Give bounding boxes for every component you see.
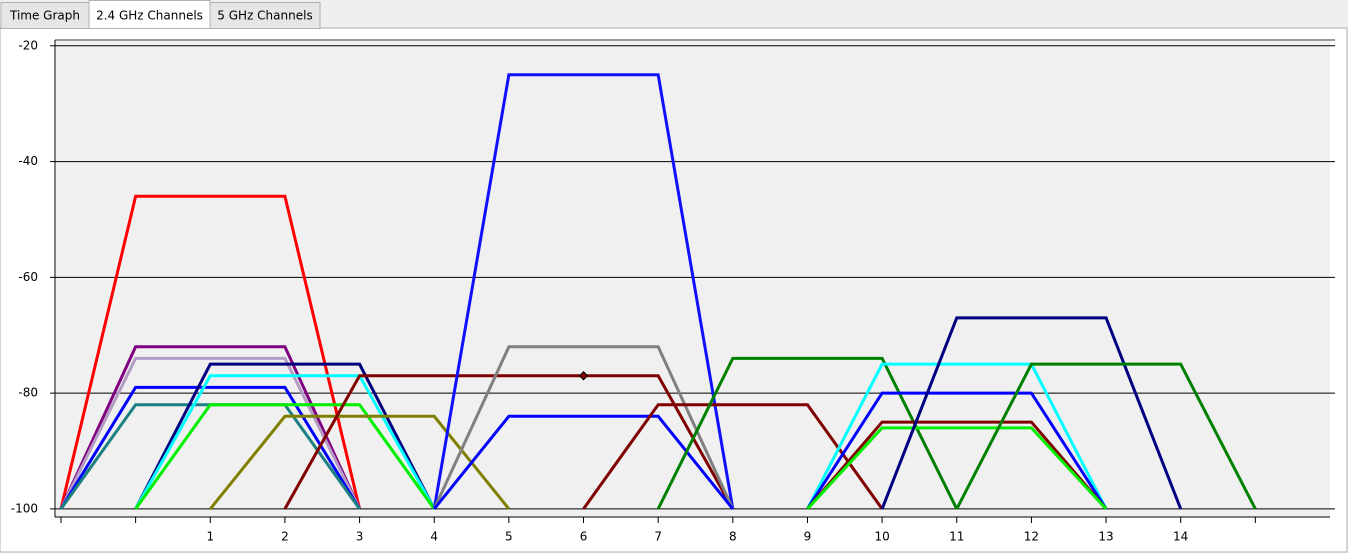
channel-line (806, 391, 1108, 510)
channel-line (59, 385, 361, 510)
y-tick-label: -40 (18, 154, 38, 168)
channel-line (656, 356, 959, 510)
x-tick-label: 8 (729, 530, 737, 544)
x-tick-label: 7 (654, 530, 662, 544)
x-tick-label: 9 (804, 530, 812, 544)
highlight-marker (578, 371, 589, 381)
channel-line (582, 403, 884, 510)
x-tick-label: 10 (874, 530, 889, 544)
y-tick-label: -20 (18, 38, 38, 52)
x-tick-label: 12 (1024, 530, 1039, 544)
tab-label[interactable]: 5 GHz Channels (217, 9, 312, 23)
x-tick-label: 1 (206, 530, 214, 544)
channel-line (433, 414, 734, 510)
channel-line (432, 345, 735, 510)
tab[interactable] (0, 2, 90, 29)
tab[interactable] (209, 2, 321, 29)
y-tick-label: -100 (11, 501, 38, 515)
x-tick-label: 4 (430, 530, 438, 544)
y-tick-label: -80 (18, 386, 38, 400)
channel-line (283, 374, 735, 510)
tab[interactable] (88, 0, 211, 29)
x-tick-label: 6 (580, 530, 588, 544)
channel-line (955, 362, 1257, 510)
channel-line (134, 374, 436, 510)
x-tick-label: 13 (1098, 530, 1113, 544)
channel-line (880, 316, 1183, 510)
channel-line (59, 356, 361, 510)
channel-line (432, 73, 735, 510)
x-tick-label: 5 (505, 530, 513, 544)
x-tick-label: 11 (949, 530, 964, 544)
channel-line (59, 194, 362, 510)
channel-line (806, 426, 1108, 510)
x-tick-label: 3 (356, 530, 364, 544)
channel-line (59, 345, 361, 510)
channel-line (806, 362, 1108, 510)
x-tick-label: 2 (281, 530, 289, 544)
tab-label[interactable]: Time Graph (9, 9, 80, 23)
channel-line (134, 362, 436, 510)
tab-label[interactable]: 2.4 GHz Channels (96, 9, 203, 23)
x-tick-label: 14 (1173, 530, 1188, 544)
channel-line (134, 403, 436, 510)
channel-line (806, 420, 1108, 510)
y-tick-label: -60 (18, 270, 38, 284)
